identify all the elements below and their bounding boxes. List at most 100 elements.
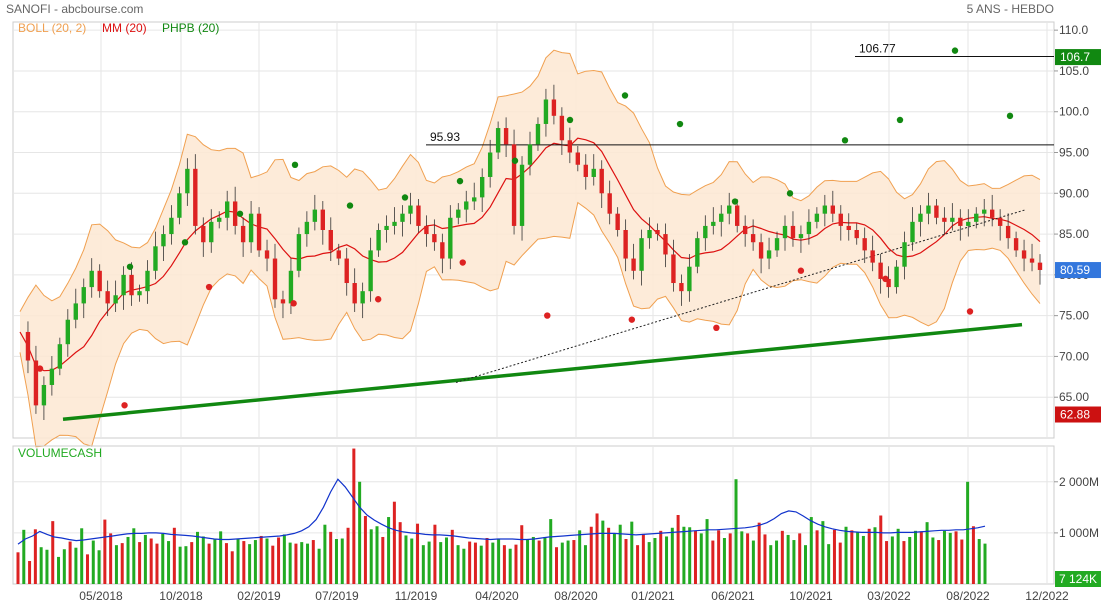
- candle-body: [113, 295, 118, 304]
- volume-bar: [549, 519, 553, 584]
- low-dot: [713, 324, 720, 332]
- volume-bar: [827, 544, 831, 584]
- y-tick-label: 75.00: [1059, 309, 1089, 323]
- volume-bar: [931, 537, 935, 584]
- candle-body: [487, 152, 493, 177]
- candle-body: [989, 209, 995, 218]
- x-tick-label: 10/2018: [159, 589, 203, 603]
- price-panel-frame: [12, 21, 1055, 439]
- volume-bar: [294, 543, 298, 584]
- candle-body: [623, 230, 628, 259]
- candle-body: [25, 331, 31, 361]
- candle-body: [272, 258, 278, 300]
- candle-body: [774, 238, 780, 251]
- volume-bar: [311, 540, 315, 584]
- candle-body: [734, 205, 740, 226]
- candle-body: [129, 274, 134, 296]
- candle-body: [934, 205, 939, 218]
- volume-bar: [502, 545, 506, 584]
- volume-bar: [468, 541, 472, 584]
- high-dot: [181, 239, 189, 246]
- volume-bar: [224, 543, 228, 584]
- high-dot: [566, 116, 574, 124]
- volume-bar: [630, 521, 634, 584]
- x-tick-label: 06/2021: [711, 589, 755, 603]
- candle-body: [814, 213, 820, 222]
- candle-body: [81, 287, 86, 304]
- candle-body: [65, 319, 71, 345]
- volume-bar: [832, 529, 836, 584]
- volume-panel: VOLUMECASH: [12, 445, 1055, 585]
- volume-bar: [902, 541, 906, 584]
- volume-bar: [375, 526, 379, 584]
- high-dot: [786, 190, 794, 197]
- volume-bar: [39, 547, 43, 584]
- volume-bar: [161, 533, 165, 584]
- volume-bar: [149, 538, 153, 584]
- candle-body: [153, 246, 158, 271]
- volume-bar: [688, 527, 692, 584]
- candle-body: [862, 238, 867, 251]
- candle-body: [73, 303, 78, 320]
- volume-bar: [873, 527, 877, 584]
- candle-body: [703, 225, 708, 239]
- y-tick-label: 90.00: [1059, 186, 1089, 200]
- candle-body: [711, 221, 716, 226]
- volume-bar: [207, 543, 211, 584]
- y-tick-label: 95.00: [1059, 146, 1089, 160]
- volume-bar: [201, 536, 205, 584]
- volume-bar: [954, 531, 958, 584]
- level-label: 106.77: [859, 42, 896, 56]
- x-tick-label: 10/2021: [789, 589, 833, 603]
- volume-bar: [578, 530, 582, 584]
- volume-bar: [537, 540, 541, 584]
- volume-bar: [236, 538, 240, 584]
- price-panel: 95.93 106.77 BOLL (20, 2) MM (20) PHPB (2…: [12, 21, 1055, 448]
- volume-bar: [277, 537, 281, 584]
- volume-bar: [85, 554, 89, 584]
- volume-bar: [919, 531, 923, 584]
- low-dot: [797, 267, 805, 274]
- volume-bar: [45, 549, 49, 584]
- candle-body: [647, 230, 652, 239]
- high-dot: [236, 210, 244, 217]
- candle-body: [782, 225, 788, 239]
- y-tick-label: 105.0: [1059, 64, 1089, 78]
- candle-body: [1029, 258, 1035, 263]
- volume-bar: [196, 531, 200, 584]
- candle-body: [177, 193, 182, 218]
- axis-tag-box: [1055, 49, 1101, 66]
- volume-bar: [815, 530, 819, 584]
- volume-bar: [253, 540, 257, 584]
- volume-bar: [340, 538, 344, 584]
- volume-bar: [421, 545, 425, 584]
- volume-bar: [624, 539, 628, 584]
- candle-body: [193, 168, 198, 226]
- volume-bar: [80, 528, 84, 584]
- candle-body: [344, 258, 349, 284]
- volume-tick-label: 1 000M: [1059, 526, 1099, 540]
- candle-body: [185, 168, 190, 194]
- volume-bar: [387, 517, 391, 584]
- volume-bar: [560, 542, 564, 584]
- candle-body: [878, 262, 883, 279]
- volume-bar: [479, 545, 483, 584]
- candle-body: [974, 213, 979, 222]
- candle-body: [902, 242, 907, 267]
- candle-body: [352, 283, 357, 304]
- volume-axis: 1 000M 2 000M 7 124K: [1054, 475, 1101, 587]
- candle-body: [464, 201, 469, 210]
- candle-body: [479, 176, 485, 198]
- candle-body: [1037, 262, 1043, 270]
- volume-bar: [960, 539, 964, 584]
- right-axis-tags: 106.7 80.59 62.88: [1055, 49, 1101, 423]
- volume-bar: [641, 533, 645, 584]
- volume-bar: [485, 538, 489, 584]
- candle-body: [57, 344, 63, 369]
- candle-body: [49, 368, 55, 385]
- candle-body: [328, 230, 333, 251]
- candle-body: [105, 291, 110, 304]
- candle-body: [240, 225, 246, 243]
- volume-bar: [410, 538, 414, 584]
- volume-bar: [861, 535, 865, 584]
